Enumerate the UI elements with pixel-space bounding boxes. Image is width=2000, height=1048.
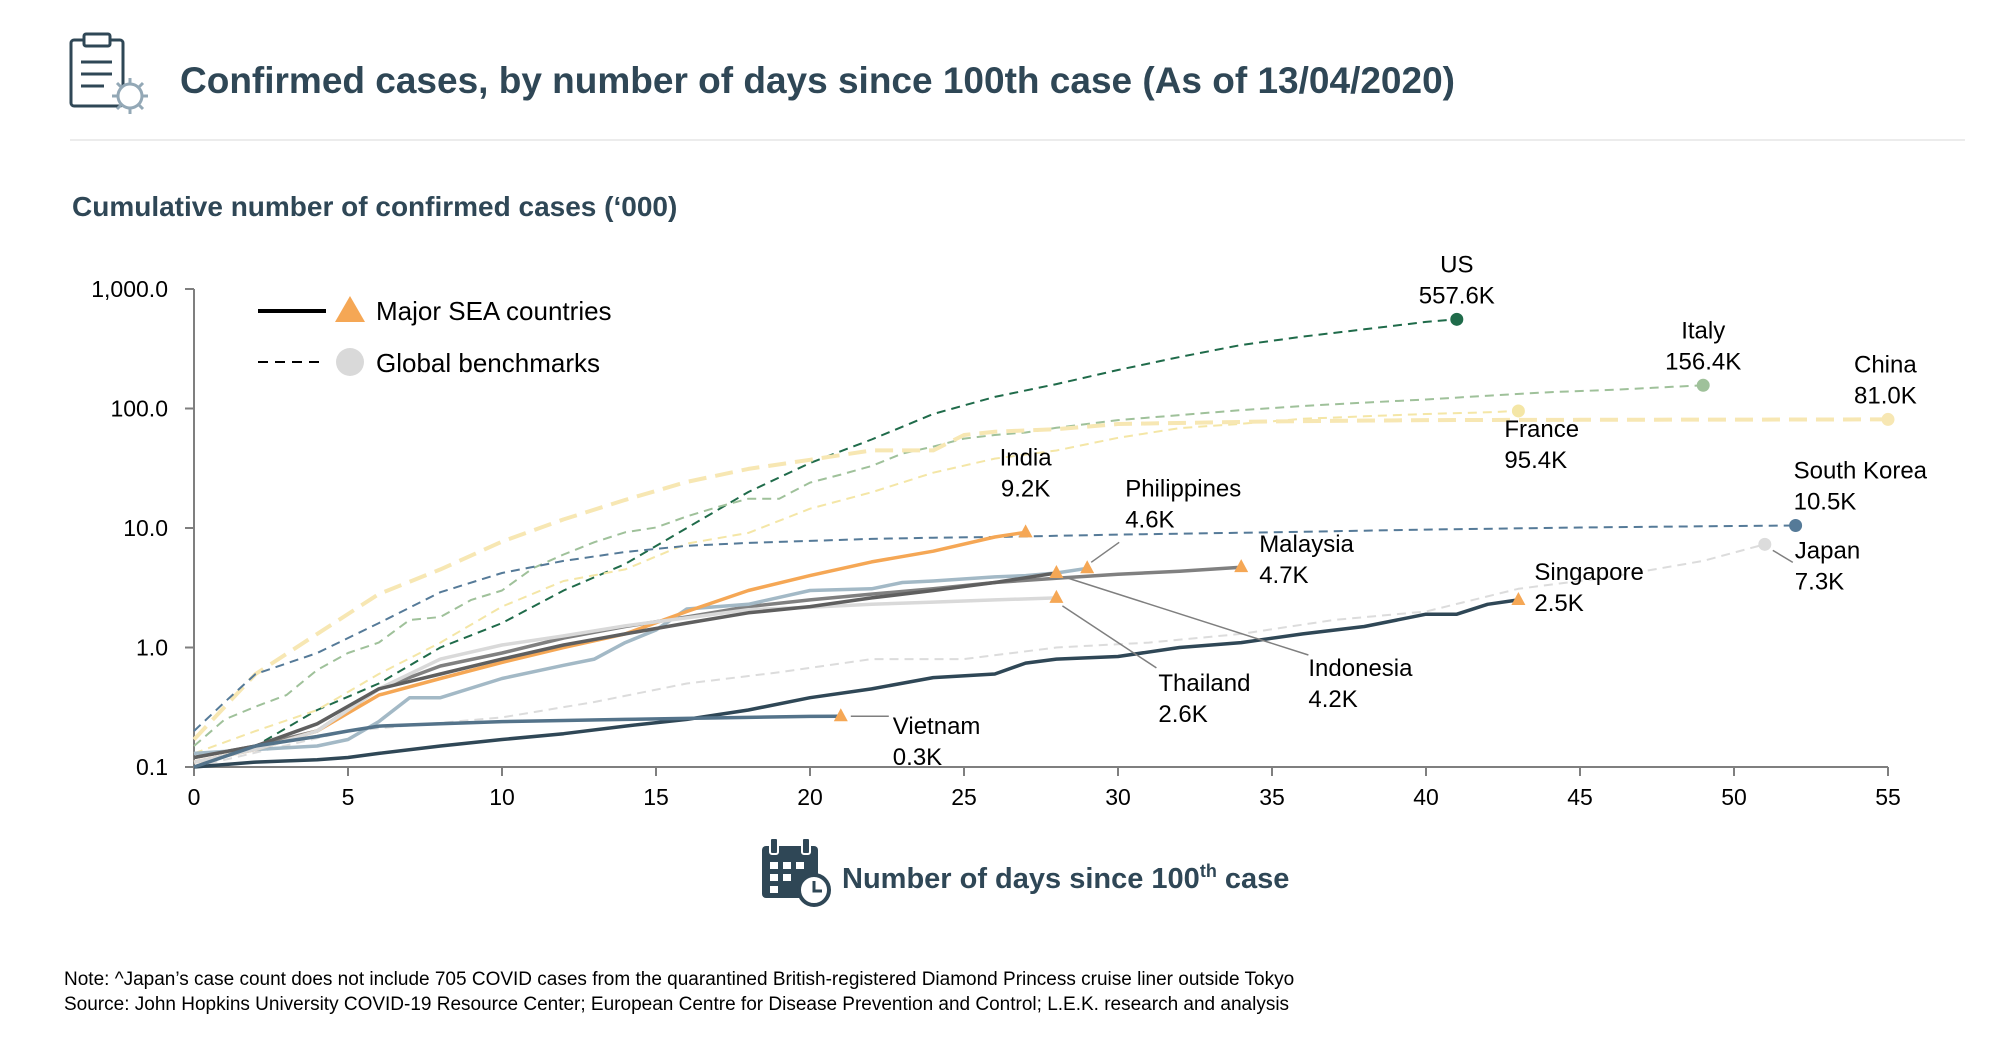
series-value-france: 95.4K: [1504, 447, 1567, 474]
x-tick-label: 55: [1875, 784, 1901, 810]
legend-label-sea: Major SEA countries: [376, 296, 612, 326]
x-tick-label: 20: [797, 784, 823, 810]
series-value-us: 557.6K: [1419, 282, 1495, 309]
x-axis-title-sup: th: [1200, 861, 1217, 881]
calendar-clock-icon: [762, 837, 831, 907]
series-value-italy: 156.4K: [1665, 348, 1741, 375]
legend-label-benchmark: Global benchmarks: [376, 348, 600, 378]
series-marker-us: [1450, 312, 1464, 326]
series-marker-malaysia: [1234, 559, 1249, 573]
x-tick-label: 30: [1105, 784, 1131, 810]
series-line-us: [193, 318, 1457, 768]
series-label-italy: Italy: [1681, 317, 1725, 344]
series-label-vietnam: Vietnam: [893, 713, 981, 740]
series-value-indonesia: 4.2K: [1308, 686, 1357, 713]
legend-circle-marker: [336, 348, 364, 376]
series-label-japan: Japan: [1795, 537, 1860, 564]
y-tick-label: 1.0: [136, 635, 168, 661]
series-label-thailand: Thailand: [1158, 670, 1250, 697]
series-value-philippines: 4.6K: [1125, 506, 1174, 533]
series-line-indonesia: [193, 571, 1057, 760]
series-value-india: 9.2K: [1001, 475, 1050, 502]
source-note: Source: John Hopkins University COVID-19…: [64, 994, 1290, 1015]
series-label-china: China: [1854, 351, 1917, 378]
axes: 0 5 10 15 20 25 30 35 40 45 50 55 0.1 1.0 10.0 100.0 1,0…: [91, 276, 1901, 810]
series-label-philippines: Philippines: [1125, 475, 1241, 502]
x-tick-label: 45: [1567, 784, 1593, 810]
x-axis-title-end: case: [1217, 863, 1290, 895]
series-line-south-korea: [193, 524, 1796, 732]
series-line-vietnam: [193, 714, 841, 769]
series-value-south-korea: 10.5K: [1794, 488, 1857, 515]
series-labels: US 557.6K Italy 156.4K France 95.4K China 81.0K…: [850, 251, 1928, 771]
x-tick-label: 0: [188, 784, 201, 810]
series-marker-indonesia: [1049, 565, 1064, 579]
series-label-india: India: [1000, 444, 1053, 471]
series-value-malaysia: 4.7K: [1259, 562, 1308, 589]
chart-subtitle: Cumulative number of confirmed cases (‘0…: [72, 191, 677, 222]
label-leader-philippines: [1090, 541, 1120, 563]
x-tick-label: 35: [1259, 784, 1285, 810]
series-line-thailand: [193, 596, 1057, 764]
chart-title: Confirmed cases, by number of days since…: [180, 60, 1455, 101]
legend: Major SEA countries Global benchmarks: [258, 296, 612, 378]
series-line-japan: [193, 543, 1766, 768]
series-marker-south-korea: [1789, 518, 1803, 532]
y-tick-label: 10.0: [123, 515, 168, 541]
series-value-vietnam: 0.3K: [893, 744, 942, 771]
footnote: Note: ^Japan’s case count does not inclu…: [64, 969, 1295, 990]
series-label-singapore: Singapore: [1534, 559, 1643, 586]
legend-triangle-marker: [335, 296, 365, 322]
x-tick-label: 15: [643, 784, 669, 810]
series-marker-india: [1018, 524, 1033, 538]
x-tick-label: 25: [951, 784, 977, 810]
series-marker-vietnam: [833, 708, 848, 722]
x-axis-title: Number of days since 100th case: [842, 861, 1289, 895]
series-line-singapore: [193, 598, 1519, 769]
series-line-italy: [193, 384, 1704, 747]
series-value-china: 81.0K: [1854, 382, 1917, 409]
series-marker-thailand: [1049, 589, 1064, 603]
series-label-france: France: [1504, 416, 1579, 443]
x-axis-title-main: Number of days since 100: [842, 863, 1200, 895]
label-leader-thailand: [1061, 605, 1157, 669]
clipboard-virus-icon: [69, 32, 148, 114]
series-marker-france: [1511, 404, 1525, 418]
y-tick-label: 0.1: [136, 754, 168, 780]
x-tick-label: 50: [1721, 784, 1747, 810]
series-marker-japan: [1758, 537, 1772, 551]
label-leader-indonesia: [1064, 576, 1309, 656]
y-tick-label: 100.0: [110, 396, 168, 422]
series-marker-china: [1881, 412, 1895, 426]
series-line-philippines: [193, 566, 1088, 756]
label-leader-japan: [1772, 549, 1794, 563]
series-label-south-korea: South Korea: [1794, 457, 1928, 484]
y-tick-label: 1,000.0: [91, 276, 168, 302]
x-tick-label: 5: [342, 784, 355, 810]
series-label-us: US: [1440, 251, 1473, 278]
series-line-france: [193, 409, 1519, 755]
series-marker-philippines: [1080, 560, 1095, 574]
series-layer: [192, 312, 1895, 769]
series-value-thailand: 2.6K: [1158, 701, 1207, 728]
series-label-malaysia: Malaysia: [1259, 531, 1354, 558]
series-marker-singapore: [1511, 591, 1526, 605]
x-tick-label: 40: [1413, 784, 1439, 810]
x-tick-label: 10: [489, 784, 515, 810]
series-value-japan: 7.3K: [1795, 568, 1844, 595]
series-value-singapore: 2.5K: [1534, 590, 1583, 617]
series-label-indonesia: Indonesia: [1308, 655, 1413, 682]
series-marker-italy: [1696, 378, 1710, 392]
